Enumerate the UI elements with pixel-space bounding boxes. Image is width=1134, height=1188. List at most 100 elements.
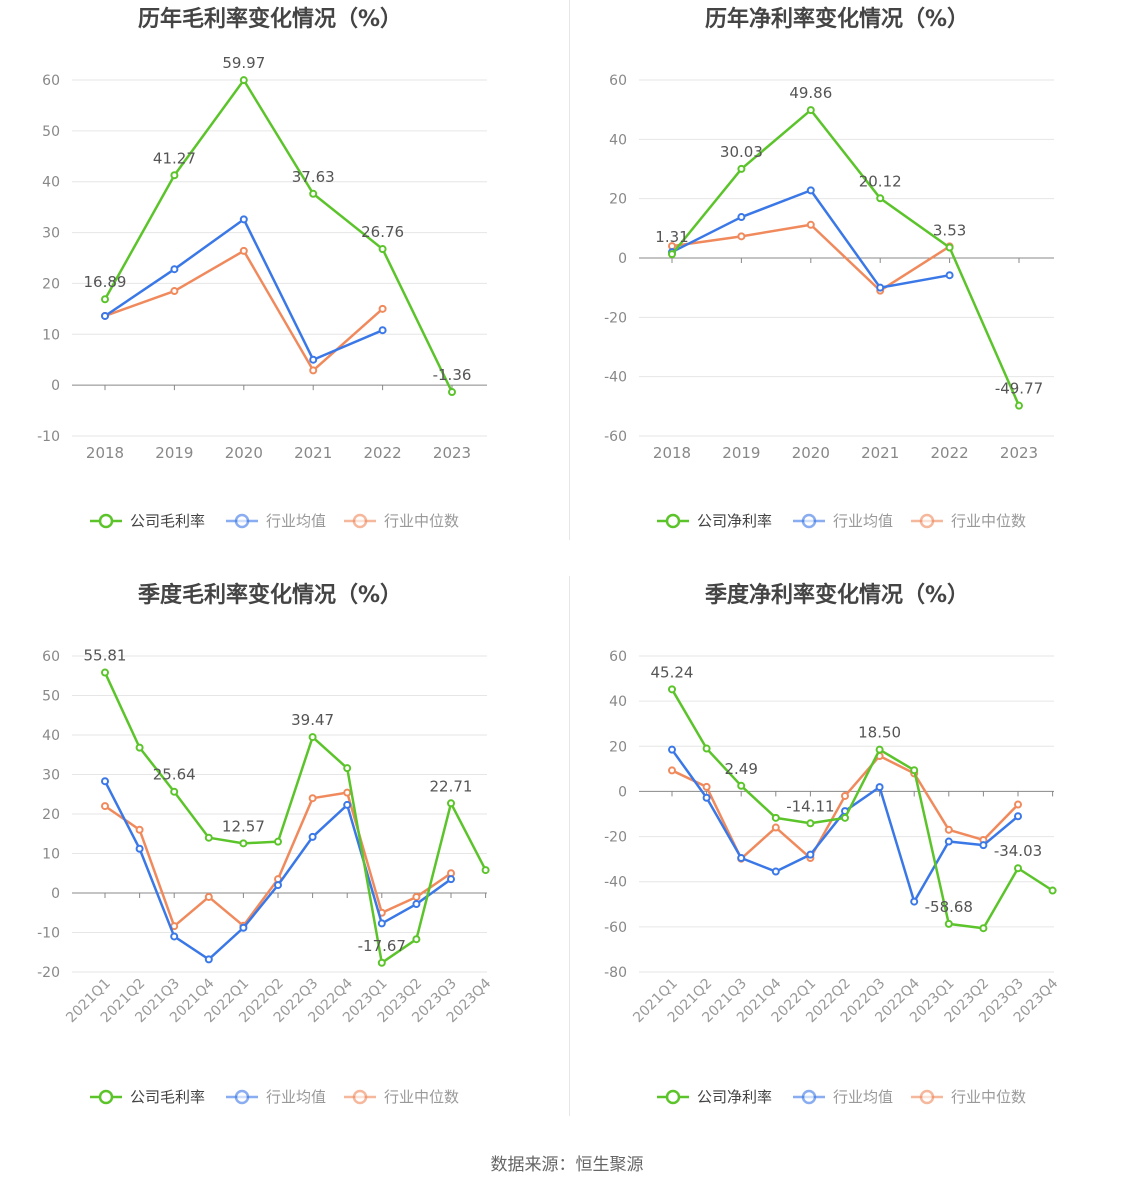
legend-item[interactable]: 行业中位数: [344, 512, 459, 530]
data-point[interactable]: [377, 958, 386, 967]
data-point[interactable]: [668, 250, 676, 259]
data-point[interactable]: [806, 819, 815, 828]
data-point[interactable]: [668, 766, 676, 775]
data-point[interactable]: [378, 304, 387, 313]
legend-item[interactable]: 公司净利率: [657, 1088, 772, 1106]
data-point[interactable]: [239, 76, 248, 85]
data-point[interactable]: [945, 243, 954, 252]
data-point[interactable]: [841, 813, 849, 822]
data-point[interactable]: [944, 837, 953, 846]
data-point[interactable]: [979, 924, 988, 933]
data-point[interactable]: [135, 844, 144, 853]
data-point[interactable]: [239, 839, 248, 848]
data-point[interactable]: [876, 194, 885, 203]
data-point[interactable]: [204, 892, 213, 901]
series-line: [103, 78, 454, 393]
data-point[interactable]: [737, 213, 746, 222]
data-point[interactable]: [979, 841, 988, 850]
data-point[interactable]: [239, 246, 248, 255]
data-point[interactable]: [1048, 886, 1057, 895]
data-point[interactable]: [170, 265, 179, 274]
data-point[interactable]: [702, 793, 711, 802]
data-point[interactable]: [343, 788, 352, 797]
data-point[interactable]: [274, 881, 282, 890]
data-point[interactable]: [343, 764, 352, 773]
data-point[interactable]: [274, 837, 282, 846]
data-point[interactable]: [308, 733, 317, 742]
data-point[interactable]: [875, 783, 884, 792]
data-point[interactable]: [771, 867, 780, 876]
data-point[interactable]: [876, 283, 885, 292]
data-point[interactable]: [412, 900, 421, 909]
data-point[interactable]: [101, 295, 109, 304]
data-point[interactable]: [1014, 864, 1022, 873]
data-point[interactable]: [447, 875, 455, 884]
legend-item[interactable]: 公司毛利率: [90, 1088, 205, 1106]
data-point[interactable]: [945, 271, 954, 280]
y-tick-label: -60: [604, 429, 627, 445]
data-point[interactable]: [101, 777, 109, 786]
data-point[interactable]: [702, 782, 711, 791]
data-point[interactable]: [481, 866, 490, 875]
data-point[interactable]: [343, 800, 352, 809]
data-point[interactable]: [101, 668, 109, 677]
legend-item[interactable]: 行业中位数: [911, 512, 1026, 530]
data-label: 2.49: [724, 760, 757, 778]
legend-item[interactable]: 行业中位数: [911, 1088, 1026, 1106]
data-point[interactable]: [448, 388, 456, 397]
data-point[interactable]: [944, 919, 953, 928]
data-point[interactable]: [101, 311, 109, 320]
data-point[interactable]: [737, 854, 746, 863]
data-point[interactable]: [737, 232, 746, 241]
data-point[interactable]: [1014, 800, 1022, 809]
data-point[interactable]: [806, 106, 815, 115]
data-point[interactable]: [135, 825, 144, 834]
data-point[interactable]: [1015, 401, 1023, 410]
data-point[interactable]: [737, 164, 746, 173]
data-point[interactable]: [841, 791, 849, 800]
data-point[interactable]: [771, 823, 780, 832]
data-point[interactable]: [412, 892, 421, 901]
data-point[interactable]: [378, 245, 387, 254]
data-point[interactable]: [377, 919, 386, 928]
data-point[interactable]: [239, 215, 248, 224]
legend-item[interactable]: 行业均值: [793, 1088, 893, 1106]
legend-item[interactable]: 公司毛利率: [90, 512, 205, 530]
data-point[interactable]: [309, 189, 318, 198]
data-point[interactable]: [309, 366, 318, 375]
data-point[interactable]: [170, 171, 179, 180]
data-point[interactable]: [806, 850, 815, 859]
data-point[interactable]: [308, 832, 317, 841]
data-point[interactable]: [1014, 812, 1022, 821]
data-point[interactable]: [668, 745, 676, 754]
data-point[interactable]: [170, 287, 179, 296]
legend-item[interactable]: 行业均值: [226, 1088, 326, 1106]
legend-item[interactable]: 行业均值: [793, 512, 893, 530]
data-point[interactable]: [737, 781, 746, 790]
data-point[interactable]: [204, 833, 213, 842]
data-point[interactable]: [910, 897, 919, 906]
data-point[interactable]: [170, 932, 179, 941]
legend-item[interactable]: 公司净利率: [657, 512, 772, 530]
data-point[interactable]: [771, 813, 780, 822]
data-point[interactable]: [668, 685, 676, 694]
data-point[interactable]: [806, 186, 815, 195]
data-point[interactable]: [101, 802, 109, 811]
data-point[interactable]: [204, 955, 213, 964]
data-point[interactable]: [806, 220, 815, 229]
data-point[interactable]: [309, 355, 318, 364]
data-label: -17.67: [358, 937, 406, 955]
data-point[interactable]: [170, 787, 179, 796]
data-point[interactable]: [308, 794, 317, 803]
data-point[interactable]: [944, 825, 953, 834]
data-point[interactable]: [910, 766, 919, 775]
data-point[interactable]: [239, 923, 248, 932]
data-point[interactable]: [702, 744, 711, 753]
data-point[interactable]: [378, 326, 387, 335]
data-point[interactable]: [135, 743, 144, 752]
data-point[interactable]: [412, 935, 421, 944]
legend-item[interactable]: 行业中位数: [344, 1088, 459, 1106]
legend-item[interactable]: 行业均值: [226, 512, 326, 530]
data-point[interactable]: [447, 799, 455, 808]
data-point[interactable]: [875, 745, 884, 754]
